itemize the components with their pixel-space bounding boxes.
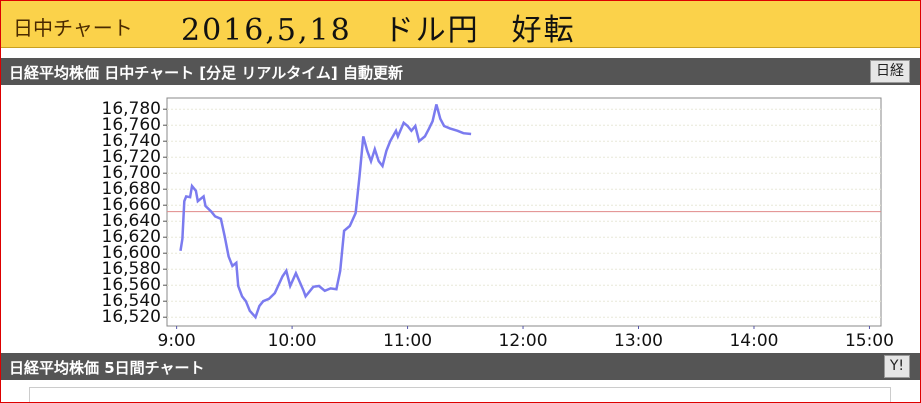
panel-button[interactable]: 日経 (870, 60, 910, 83)
handwritten-note: 2016,5,18 ドル円 好転 (181, 13, 576, 48)
y-tick-label: 16,620 (102, 227, 161, 247)
top-bar: 日中チャート 2016,5,18 ドル円 好転 (1, 1, 920, 48)
panel-title: 日経平均株価 5日間チャート (9, 359, 205, 377)
x-tick-label: 15:00 (845, 331, 894, 351)
x-tick-label: 14:00 (729, 331, 778, 351)
x-tick-label: 13:00 (614, 331, 663, 351)
y-tick-label: 16,640 (102, 211, 161, 231)
panel-button[interactable]: Y! (883, 355, 910, 378)
x-tick-label: 9:00 (158, 331, 196, 351)
chart: 16,52016,54016,56016,58016,60016,62016,6… (102, 97, 894, 351)
x-tick-label: 11:00 (383, 331, 432, 351)
page-title: 日中チャート (13, 16, 133, 40)
y-tick-label: 16,780 (102, 99, 161, 119)
y-tick-label: 16,660 (102, 195, 161, 215)
panel-header: 日経平均株価 5日間チャート Y! (1, 353, 920, 380)
chart-frame (29, 387, 891, 402)
y-tick-label: 16,740 (102, 131, 161, 151)
y-tick-label: 16,580 (102, 259, 161, 279)
y-tick-label: 16,720 (102, 147, 161, 167)
y-tick-label: 16,760 (102, 115, 161, 135)
y-tick-label: 16,700 (102, 163, 161, 183)
price-line (179, 104, 472, 320)
y-tick-label: 16,680 (102, 179, 161, 199)
y-tick-label: 16,560 (102, 275, 161, 295)
x-tick-label: 12:00 (499, 331, 548, 351)
y-tick-label: 16,540 (102, 291, 161, 311)
x-tick-label: 10:00 (268, 331, 317, 351)
panel-title: 日経平均株価 日中チャート [分足 リアルタイム] 自動更新 (9, 64, 404, 82)
y-tick-label: 16,520 (102, 307, 161, 327)
panel-header: 日経平均株価 日中チャート [分足 リアルタイム] 自動更新 日経 (1, 58, 920, 85)
y-tick-label: 16,600 (102, 243, 161, 263)
